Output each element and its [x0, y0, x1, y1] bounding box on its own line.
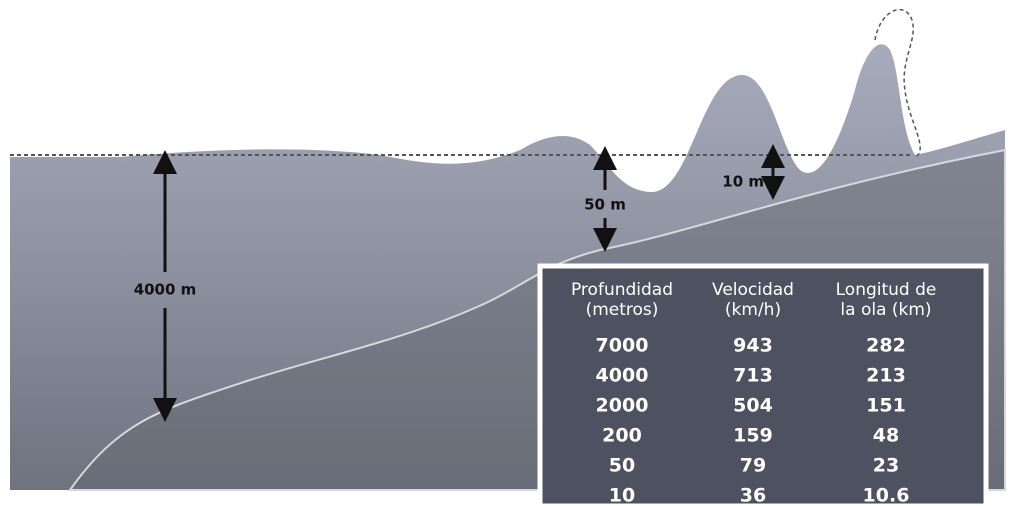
- table-cell: 151: [866, 395, 906, 417]
- table-cell: 10.6: [863, 485, 910, 506]
- table-header: Longitud de: [836, 280, 937, 300]
- depth-label: 4000 m: [134, 281, 197, 299]
- height-label: 50 m: [584, 196, 626, 214]
- table-cell: 48: [873, 425, 899, 447]
- table-cell: 2000: [596, 395, 649, 417]
- table-box: [537, 263, 989, 506]
- speed-table: Profundidad(metros) Velocidad(km/h) Longit…: [571, 280, 936, 506]
- table-header: Velocidad: [712, 280, 794, 300]
- table-cell: 159: [733, 425, 773, 447]
- table-header: (km/h): [725, 300, 781, 320]
- table-cell: 943: [733, 335, 773, 357]
- table-cell: 282: [866, 335, 906, 357]
- table-cell: 713: [733, 365, 773, 387]
- table-cell: 36: [740, 485, 766, 506]
- height-label: 10 m: [722, 173, 764, 191]
- table-cell: 10: [609, 485, 635, 506]
- table-header: la ola (km): [840, 300, 931, 320]
- table-cell: 23: [873, 455, 899, 477]
- table-cell: 79: [740, 455, 766, 477]
- table-header: (metros): [586, 300, 659, 320]
- breaking-wave-outline: [874, 8, 921, 158]
- table-header: Profundidad: [571, 280, 673, 300]
- table-cell: 200: [602, 425, 642, 447]
- table-cell: 504: [733, 395, 773, 417]
- table-cell: 4000: [596, 365, 649, 387]
- table-cell: 50: [609, 455, 635, 477]
- table-cell: 7000: [596, 335, 649, 357]
- table-cell: 213: [866, 365, 906, 387]
